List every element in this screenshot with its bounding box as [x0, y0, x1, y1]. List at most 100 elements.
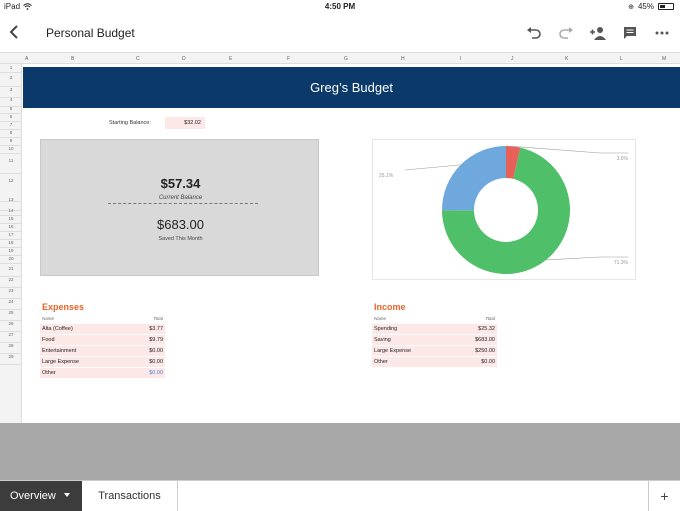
row-label[interactable]: 20 — [0, 256, 22, 264]
table-row[interactable]: Alta (Coffee) $3.77 — [40, 324, 165, 335]
more-horizontal-icon[interactable] — [652, 23, 672, 43]
chevron-left-icon[interactable] — [8, 24, 24, 42]
starting-balance-cell[interactable]: $32.02 — [165, 117, 205, 129]
donut-chart[interactable]: 3.6% 71.3% 25.1% — [372, 139, 636, 280]
current-balance-label: Current Balance — [158, 195, 203, 201]
orientation-lock-icon: ⊕ — [628, 3, 634, 11]
row-name: Alta (Coffee) — [42, 326, 73, 332]
balance-summary: $57.34 Current Balance $683.00 Saved Thi… — [40, 139, 319, 276]
row-label[interactable]: 3 — [0, 87, 22, 98]
undo-icon[interactable] — [524, 23, 544, 43]
status-time: 4:50 PM — [324, 2, 356, 11]
row-total: $9.79 — [149, 337, 163, 343]
row-label[interactable]: 10 — [0, 146, 22, 154]
status-right: ⊕ 45% — [628, 2, 674, 11]
starting-balance-label: Starting Balance: — [109, 120, 151, 126]
table-header: Name Total — [40, 316, 165, 324]
column-label[interactable]: H — [401, 56, 405, 62]
table-row[interactable]: Large Expense $0.00 — [40, 357, 165, 368]
row-label[interactable]: 5 — [0, 106, 22, 114]
caret-down-icon[interactable] — [64, 493, 70, 497]
expenses-table: Name Total Alta (Coffee) $3.77 Food $9.7… — [40, 316, 165, 382]
column-label[interactable]: I — [460, 56, 462, 62]
donut-slice-saving[interactable] — [442, 147, 570, 274]
column-label[interactable]: A — [25, 56, 29, 62]
column-label[interactable]: K — [565, 56, 569, 62]
row-label[interactable]: 25 — [0, 310, 22, 321]
table-row[interactable]: Entertainment $0.00 — [40, 346, 165, 357]
row-label[interactable]: 26 — [0, 321, 22, 332]
redo-icon[interactable] — [556, 23, 576, 43]
row-label[interactable]: 2 — [0, 75, 22, 87]
leader-line — [545, 256, 628, 261]
row-name: Other — [42, 370, 56, 376]
row-label[interactable]: 18 — [0, 240, 22, 248]
column-label[interactable]: E — [229, 56, 233, 62]
leader-line — [404, 164, 461, 171]
row-total: $250.00 — [475, 348, 495, 354]
slice-percent-label: 71.3% — [614, 260, 629, 266]
tab-transactions[interactable]: Transactions — [82, 481, 178, 511]
row-label[interactable]: 8 — [0, 130, 22, 138]
column-total-header: Total — [153, 316, 163, 321]
sheet-grid[interactable]: Greg’s Budget Starting Balance: $32.02 $… — [23, 64, 680, 423]
add-person-icon[interactable] — [588, 23, 608, 43]
column-header: A B C D E F G H I J K L M — [0, 52, 680, 64]
row-label[interactable]: 28 — [0, 343, 22, 354]
table-row[interactable]: Large Expense $250.00 — [372, 346, 497, 357]
column-label[interactable]: D — [182, 56, 186, 62]
table-row[interactable]: Food $9.79 — [40, 335, 165, 346]
leader-line — [513, 146, 628, 154]
row-total: $683.00 — [475, 337, 495, 343]
row-label[interactable]: 15 — [0, 216, 22, 224]
column-label[interactable]: L — [620, 56, 623, 62]
row-name: Other — [374, 359, 388, 365]
status-left: iPad — [4, 2, 32, 11]
row-label[interactable]: 13 — [0, 197, 22, 211]
row-label[interactable]: 4 — [0, 97, 22, 107]
table-row[interactable]: Other $0.00 — [40, 368, 165, 379]
row-label[interactable]: 11 — [0, 158, 22, 174]
column-label[interactable]: J — [511, 56, 514, 62]
row-label[interactable]: 29 — [0, 354, 22, 365]
table-row[interactable]: Other $0.00 — [372, 357, 497, 368]
wifi-icon — [23, 3, 32, 10]
slice-percent-label: 3.6% — [617, 156, 629, 162]
column-label[interactable]: M — [662, 56, 667, 62]
row-label[interactable]: 9 — [0, 138, 22, 146]
summary-divider — [108, 203, 258, 204]
column-label[interactable]: B — [71, 56, 75, 62]
row-label[interactable]: 7 — [0, 122, 22, 130]
row-label[interactable]: 21 — [0, 266, 22, 277]
column-name-header: Name — [374, 316, 387, 321]
add-sheet-button[interactable]: + — [648, 481, 680, 511]
row-name: Large Expense — [374, 348, 411, 354]
column-label[interactable]: G — [344, 56, 348, 62]
row-total: $0.00 — [149, 370, 163, 376]
row-label[interactable]: 22 — [0, 277, 22, 288]
column-label[interactable]: F — [287, 56, 291, 62]
row-label[interactable]: 12 — [0, 178, 22, 202]
row-label[interactable]: 23 — [0, 288, 22, 299]
document-title: Personal Budget — [46, 26, 135, 40]
comment-icon[interactable] — [620, 23, 640, 43]
row-label[interactable]: 27 — [0, 332, 22, 343]
slice-percent-label: 25.1% — [379, 173, 394, 179]
row-label[interactable]: 19 — [0, 248, 22, 256]
row-label[interactable]: 14 — [0, 208, 22, 216]
row-label[interactable]: 16 — [0, 224, 22, 232]
expenses-title: Expenses — [42, 302, 85, 312]
row-label[interactable]: 17 — [0, 232, 22, 240]
row-label[interactable]: 24 — [0, 299, 22, 310]
donut-slice-large-expense[interactable] — [442, 146, 506, 211]
row-name: Saving — [374, 337, 391, 343]
row-label[interactable]: 6 — [0, 114, 22, 122]
table-row[interactable]: Saving $683.00 — [372, 335, 497, 346]
table-row[interactable]: Spending $25.32 — [372, 324, 497, 335]
column-label[interactable]: C — [136, 56, 140, 62]
row-label[interactable]: 1 — [0, 65, 22, 73]
device-label: iPad — [4, 2, 21, 11]
tab-overview[interactable]: Overview — [0, 481, 82, 511]
row-name: Spending — [374, 326, 398, 332]
donut-slice-spending[interactable] — [506, 146, 521, 179]
